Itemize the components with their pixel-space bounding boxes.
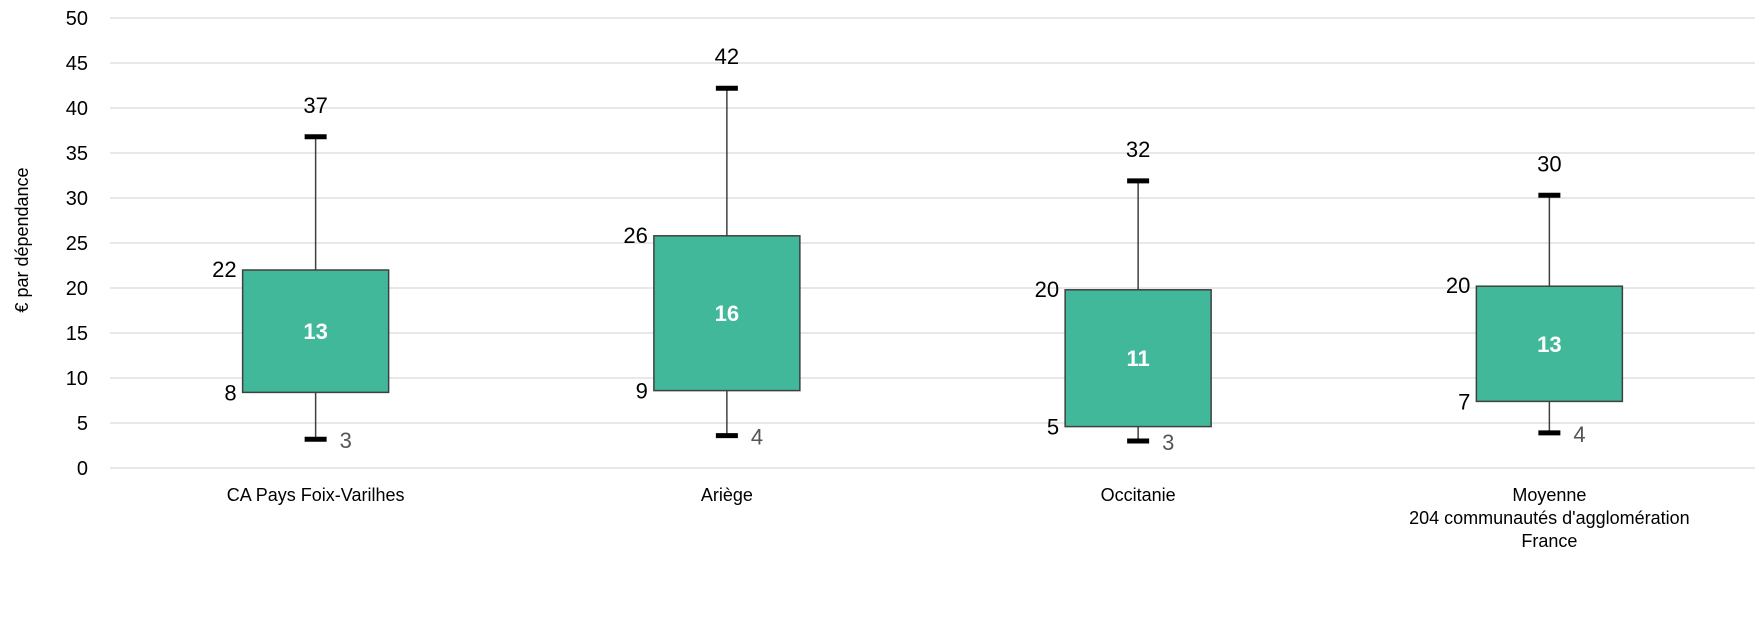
box-rect <box>1064 289 1212 428</box>
y-tick-label: 25 <box>66 233 88 255</box>
y-tick-label: 45 <box>66 53 88 75</box>
q3-label: 20 <box>1446 273 1470 298</box>
x-axis: CA Pays Foix-Varilhes Ariège Occitanie Moye… <box>227 485 1690 551</box>
box-group: 32 20 5 11 3 <box>1035 137 1212 455</box>
y-tick-label: 20 <box>66 278 88 300</box>
max-label: 32 <box>1126 137 1150 162</box>
max-label: 42 <box>715 44 739 69</box>
category-label: 204 communautés d'agglomération <box>1409 508 1690 528</box>
q3-label: 26 <box>623 223 647 248</box>
y-tick-label: 50 <box>66 8 88 30</box>
category-label: Occitanie <box>1101 485 1176 505</box>
category-label: France <box>1521 531 1577 551</box>
y-tick-label: 30 <box>66 188 88 210</box>
y-tick-label: 40 <box>66 98 88 120</box>
category-label: Ariège <box>701 485 753 505</box>
q1-label: 8 <box>224 380 236 405</box>
q1-label: 5 <box>1047 415 1059 440</box>
boxes: 37 22 8 13 3 42 26 9 16 4 32 20 5 11 3 30 20 7 13 4 <box>212 44 1624 455</box>
y-tick-label: 5 <box>77 413 88 435</box>
q3-label: 20 <box>1035 277 1059 302</box>
median-label: 13 <box>303 319 327 344</box>
median-label: 13 <box>1537 332 1561 357</box>
box-group: 37 22 8 13 3 <box>212 93 390 453</box>
category-label: Moyenne <box>1512 485 1586 505</box>
y-tick-label: 10 <box>66 368 88 390</box>
min-label: 3 <box>1162 430 1174 455</box>
y-axis: 0 5 10 15 20 25 30 35 40 45 50 <box>66 8 88 480</box>
box-group: 42 26 9 16 4 <box>623 44 801 450</box>
box-rect <box>1475 285 1624 403</box>
category-label: CA Pays Foix-Varilhes <box>227 485 405 505</box>
q1-label: 9 <box>636 379 648 404</box>
q3-label: 22 <box>212 257 236 282</box>
min-label: 3 <box>340 428 352 453</box>
y-axis-label: € par dépendance <box>12 167 32 312</box>
min-label: 4 <box>1573 422 1585 447</box>
box-rect <box>241 269 390 394</box>
y-tick-label: 35 <box>66 143 88 165</box>
min-label: 4 <box>751 425 763 450</box>
median-label: 16 <box>715 301 739 326</box>
y-tick-label: 15 <box>66 323 88 345</box>
median-label: 11 <box>1126 346 1149 371</box>
y-tick-label: 0 <box>77 458 88 480</box>
q1-label: 7 <box>1458 389 1470 414</box>
box-rect <box>653 235 801 392</box>
box-group: 30 20 7 13 4 <box>1446 151 1624 447</box>
max-label: 37 <box>303 93 327 118</box>
max-label: 30 <box>1537 151 1561 176</box>
